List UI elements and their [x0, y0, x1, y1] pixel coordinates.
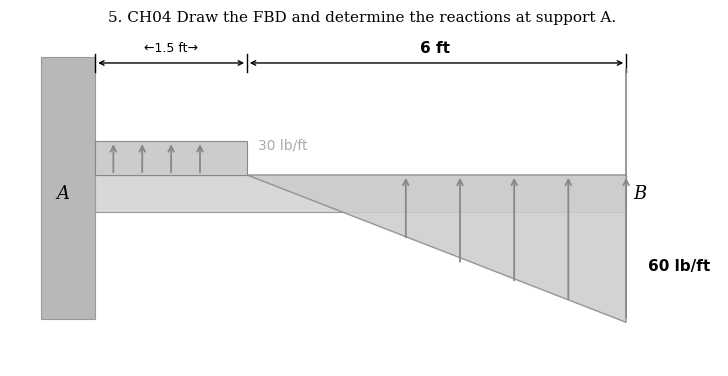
Text: 30 lb/ft: 30 lb/ft — [258, 138, 307, 152]
Text: B: B — [633, 185, 646, 203]
Bar — [95, 141, 247, 175]
Text: ←1.5 ft→: ←1.5 ft→ — [144, 41, 198, 55]
Bar — [41, 58, 95, 318]
Polygon shape — [247, 175, 626, 322]
Text: A: A — [56, 185, 69, 203]
Text: 6 ft: 6 ft — [420, 41, 450, 56]
Text: 60 lb/ft: 60 lb/ft — [648, 259, 710, 274]
Text: 5. CH04 Draw the FBD and determine the reactions at support A.: 5. CH04 Draw the FBD and determine the r… — [108, 11, 617, 25]
Bar — [95, 175, 626, 212]
